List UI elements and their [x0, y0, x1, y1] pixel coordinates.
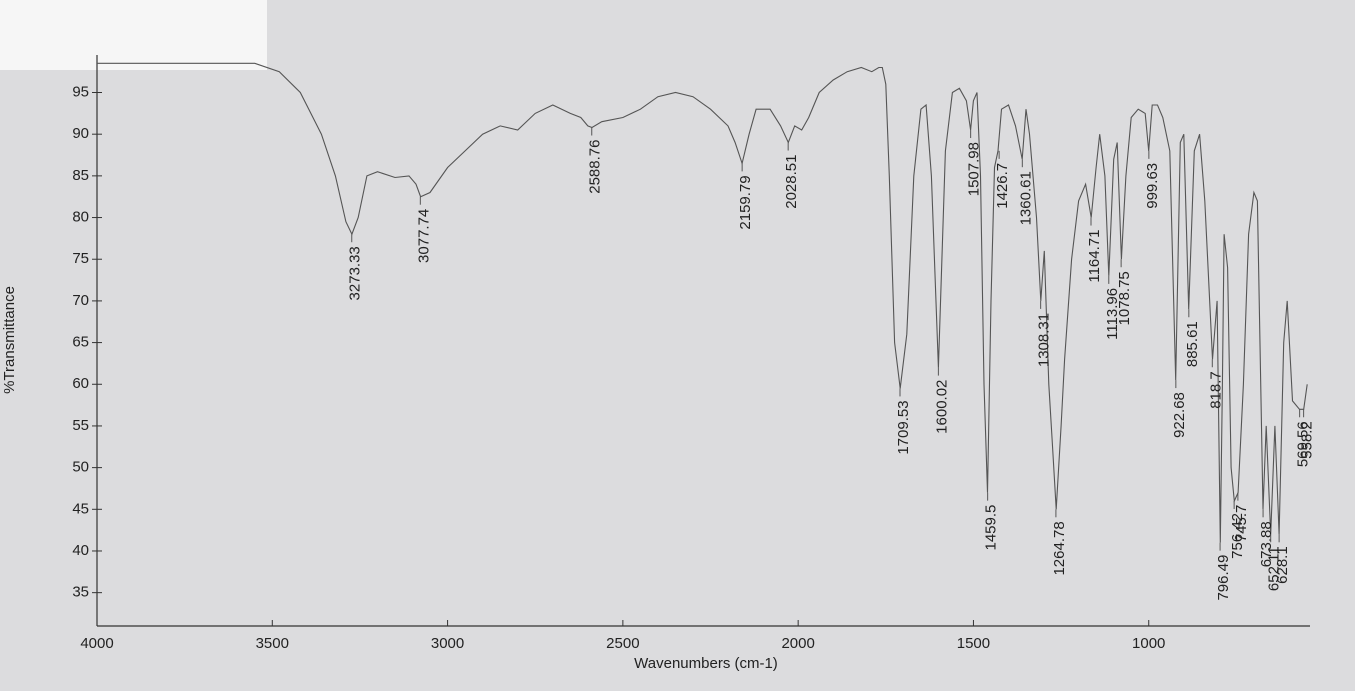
peak-label: 1600.02 [933, 380, 950, 434]
y-tick-label: 90 [72, 125, 89, 142]
peak-label: 1308.31 [1036, 313, 1053, 367]
peak-label: 922.68 [1171, 392, 1188, 438]
peak-label: 1507.98 [966, 142, 983, 196]
peak-label: 1078.75 [1116, 271, 1133, 325]
y-tick-label: 40 [72, 542, 89, 559]
x-tick-label: 4000 [80, 635, 113, 652]
peak-label: 673.88 [1258, 521, 1275, 567]
y-tick-label: 60 [72, 375, 89, 392]
y-tick-label: 55 [72, 417, 89, 434]
peak-label: 569.56 [1295, 421, 1312, 467]
peak-label: 818.7 [1207, 371, 1224, 409]
peak-label: 2588.76 [587, 140, 604, 194]
paper-sticker [0, 0, 267, 70]
peak-label: 745.7 [1233, 505, 1250, 543]
peak-label: 1264.78 [1051, 521, 1068, 575]
y-tick-label: 80 [72, 209, 89, 226]
y-tick-label: 75 [72, 250, 89, 267]
y-tick-label: 35 [72, 584, 89, 601]
peak-label: 756.42 [1229, 513, 1246, 559]
x-tick-label: 3000 [431, 635, 464, 652]
peak-label: 1709.53 [895, 400, 912, 454]
peak-label: 558.2 [1299, 421, 1316, 459]
x-tick-label: 1500 [957, 635, 990, 652]
x-tick-label: 3500 [256, 635, 289, 652]
x-tick-label: 2500 [606, 635, 639, 652]
peak-label: 3273.33 [347, 246, 364, 300]
spectrum-line [97, 62, 1308, 543]
y-tick-label: 45 [72, 500, 89, 517]
y-tick-label: 95 [72, 83, 89, 100]
peak-label: 1426.7 [994, 163, 1011, 209]
peak-label: 628.1 [1274, 546, 1291, 584]
peak-label: 3077.74 [415, 209, 432, 263]
peak-label: 1164.71 [1086, 230, 1103, 283]
peak-label: 1113.96 [1104, 288, 1121, 340]
peak-label: 2028.51 [783, 155, 800, 209]
peak-label: 999.63 [1144, 163, 1161, 209]
peak-label: 2159.79 [737, 175, 754, 229]
peak-label: 1459.5 [983, 505, 1000, 551]
y-tick-label: 65 [72, 334, 89, 351]
peak-label: 652.11 [1266, 546, 1283, 591]
peak-label: 1360.61 [1017, 171, 1034, 225]
y-tick-label: 50 [72, 459, 89, 476]
peak-label: 885.61 [1184, 321, 1201, 367]
x-axis-title: Wavenumbers (cm-1) [634, 655, 778, 672]
peak-label: 796.49 [1215, 555, 1232, 601]
y-tick-label: 85 [72, 167, 89, 184]
x-tick-label: 1000 [1132, 635, 1165, 652]
y-axis-title: %Transmittance [1, 286, 18, 394]
x-tick-label: 2000 [781, 635, 814, 652]
y-tick-label: 70 [72, 292, 89, 309]
